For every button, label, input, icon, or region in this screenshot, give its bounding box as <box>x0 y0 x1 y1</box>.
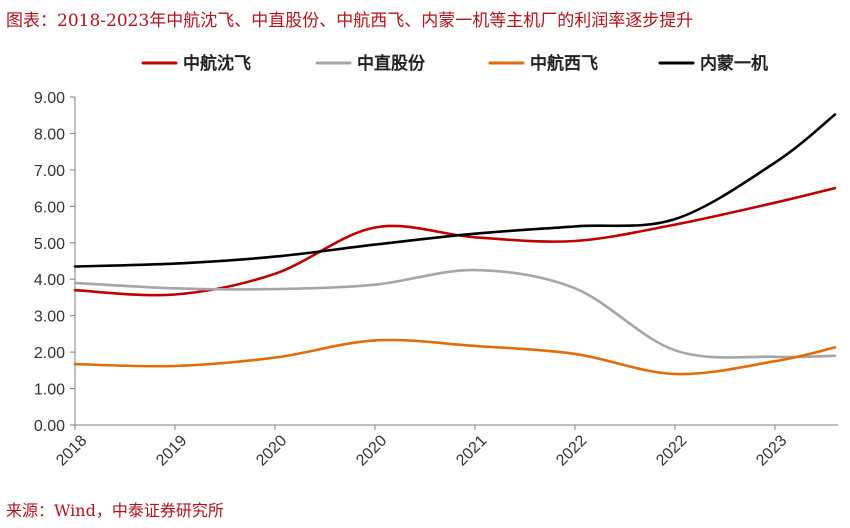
x-tick-label: 2022 <box>553 432 590 469</box>
y-tick-label: 4.00 <box>34 272 65 289</box>
series-line-1 <box>73 186 837 297</box>
series-line-2 <box>73 268 837 359</box>
x-tick-label: 2018 <box>53 432 90 469</box>
legend-label: 中航沈飞 <box>183 53 251 74</box>
x-tick-label: 2021 <box>453 432 490 469</box>
y-tick-label: 1.00 <box>34 382 65 399</box>
x-tick-label: 2020 <box>353 432 390 469</box>
x-axis: 2018 2019 2020 2020 2021 2022 2022 2023 <box>53 424 838 469</box>
x-tick-label: 2019 <box>153 432 190 469</box>
x-tick-label: 2022 <box>653 432 690 469</box>
legend-label: 中航西飞 <box>530 53 598 74</box>
plot-series <box>73 113 837 376</box>
legend: 中航沈飞 中直股份 中航西飞 内蒙一机 <box>141 53 768 74</box>
y-tick-label: 3.00 <box>34 309 65 326</box>
legend-label: 内蒙一机 <box>700 53 768 74</box>
y-tick-label: 7.00 <box>34 163 65 180</box>
chart-title: 图表：2018-2023年中航沈飞、中直股份、中航西飞、内蒙一机等主机厂的利润率… <box>6 11 694 31</box>
x-tick-label: 2020 <box>253 432 290 469</box>
y-tick-label: 8.00 <box>34 126 65 143</box>
y-tick-label: 9.00 <box>34 90 65 107</box>
y-axis: 0.00 1.00 2.00 3.00 4.00 5.00 6.00 7.00 8.00 9.00 <box>34 90 76 435</box>
series-line-4 <box>73 113 837 268</box>
legend-label: 中直股份 <box>357 53 426 74</box>
y-tick-label: 0.00 <box>34 418 65 435</box>
source-note: 来源：Wind，中泰证券研究所 <box>6 501 224 520</box>
x-tick-label: 2023 <box>753 432 790 469</box>
series-line-3 <box>73 338 837 376</box>
y-tick-label: 5.00 <box>34 236 65 253</box>
y-tick-label: 6.00 <box>34 199 65 216</box>
y-tick-label: 2.00 <box>34 345 65 362</box>
